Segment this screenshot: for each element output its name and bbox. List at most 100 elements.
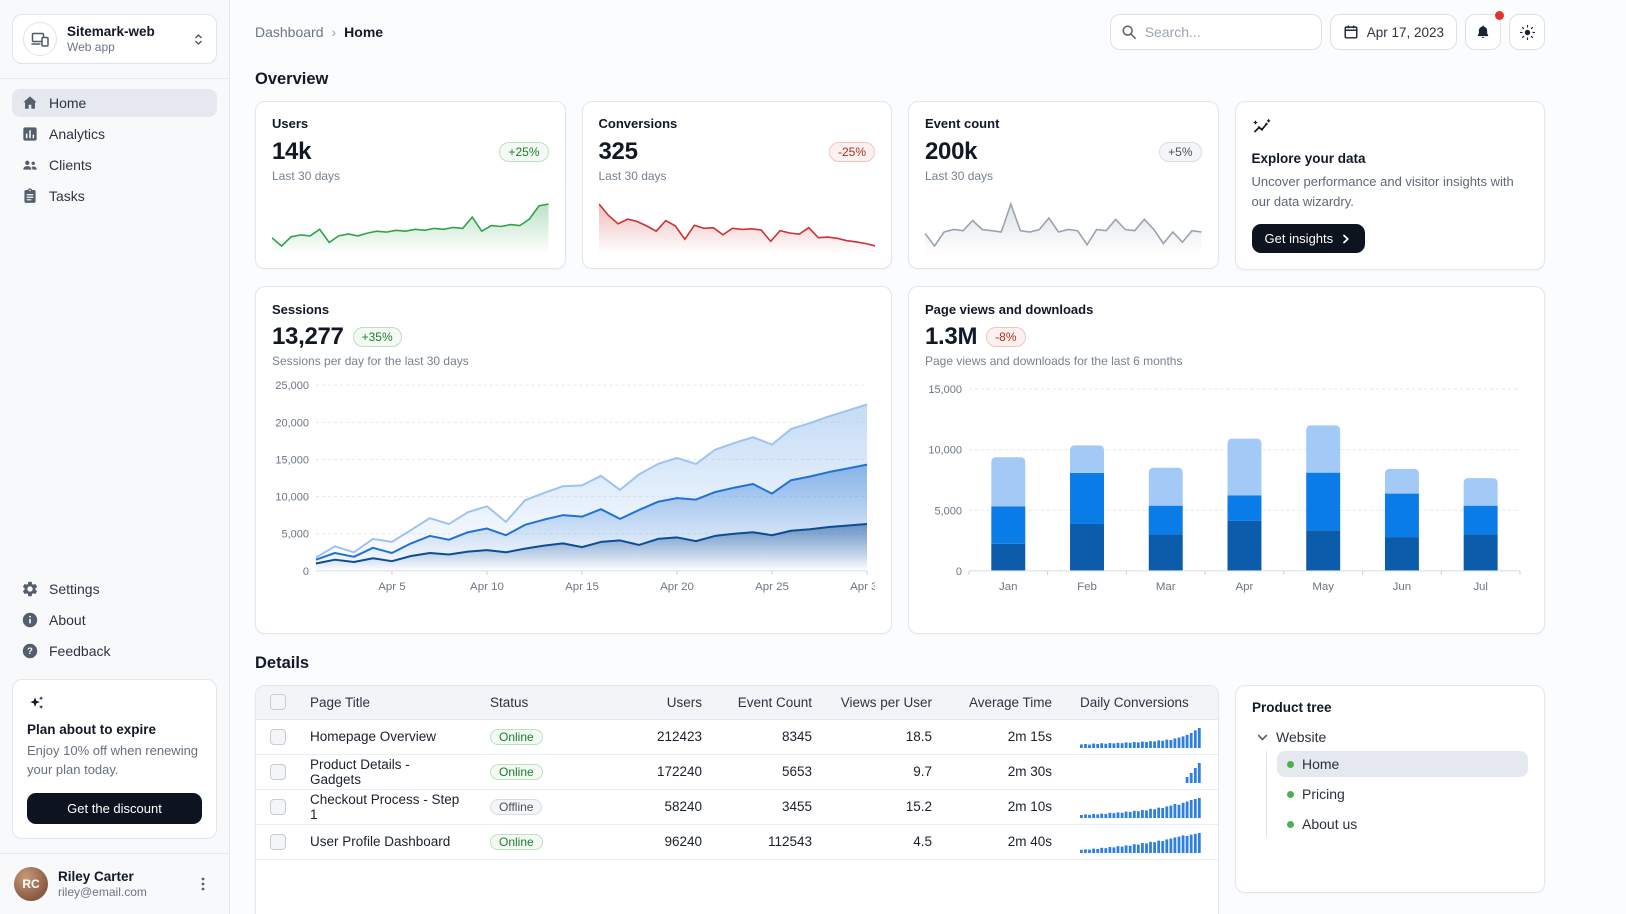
table-row[interactable]: Product Details - Gadgets Online 172240 565… <box>256 754 1218 790</box>
date-picker-button[interactable]: Apr 17, 2023 <box>1329 14 1457 50</box>
tree-item-label: Pricing <box>1302 786 1345 802</box>
column-header-status: Status <box>476 686 596 720</box>
get-insights-button[interactable]: Get insights <box>1251 224 1366 253</box>
sidebar-item-analytics[interactable]: Analytics <box>12 120 217 148</box>
cell-event-count: 8345 <box>716 719 826 755</box>
column-header-event-count: Event Count <box>716 686 826 720</box>
cell-page-title: Product Details - Gadgets <box>296 754 476 790</box>
get-discount-button[interactable]: Get the discount <box>27 793 202 824</box>
select-all-checkbox[interactable] <box>270 694 286 711</box>
stat-card-value: 325 <box>598 138 638 165</box>
avatar: RC <box>14 867 48 901</box>
sun-icon <box>1519 24 1536 41</box>
plan-card-body: Enjoy 10% off when renewing your plan to… <box>27 743 199 778</box>
sessions-card: Sessions 13,277 +35% Sessions per day fo… <box>255 286 892 634</box>
sidebar-item-settings[interactable]: Settings <box>12 575 217 603</box>
column-header-daily-conversions: Daily Conversions <box>1066 686 1218 720</box>
sidebar: Sitemark-web Web app Home Analytics Client… <box>0 0 230 914</box>
breadcrumb-dashboard[interactable]: Dashboard <box>255 24 324 40</box>
row-checkbox[interactable] <box>270 728 286 745</box>
svg-text:5,000: 5,000 <box>934 505 961 517</box>
svg-text:Jun: Jun <box>1393 581 1412 593</box>
sidebar-item-about[interactable]: About <box>12 606 217 634</box>
stat-card-grid: Users 14k +25% Last 30 days Conversions 325 -2… <box>255 101 1545 270</box>
sidebar-item-label: About <box>49 612 86 629</box>
tree-item-label: About us <box>1302 816 1358 832</box>
insights-icon <box>1252 118 1529 138</box>
column-header-views-per-user: Views per User <box>826 686 946 720</box>
table-row[interactable]: Checkout Process - Step 1 Offline 58240 345… <box>256 789 1218 825</box>
user-menu-button[interactable] <box>191 872 215 896</box>
stat-card-chip: +5% <box>1159 142 1202 162</box>
svg-text:Apr 5: Apr 5 <box>378 581 405 593</box>
details-table: Page Title Status Users Event Count Views pe… <box>256 686 1218 860</box>
row-checkbox[interactable] <box>270 798 286 815</box>
analytics-icon <box>21 125 39 143</box>
notification-badge <box>1495 11 1504 20</box>
table-row[interactable]: User Profile Dashboard Online 96240 112543 4… <box>256 824 1218 860</box>
cell-daily-conversions <box>1066 789 1218 825</box>
row-checkbox[interactable] <box>270 763 286 780</box>
svg-text:5,000: 5,000 <box>281 529 308 541</box>
pageviews-chip: -8% <box>986 327 1026 347</box>
details-table-card: Page Title Status Users Event Count Views pe… <box>255 685 1219 914</box>
svg-text:May: May <box>1312 581 1334 593</box>
stat-sparkline <box>272 198 549 254</box>
row-select-cell <box>256 789 296 825</box>
theme-toggle-button[interactable] <box>1509 14 1545 50</box>
cell-users: 58240 <box>596 789 716 825</box>
svg-text:15,000: 15,000 <box>275 454 309 466</box>
cell-status: Online <box>476 719 596 755</box>
notifications-button[interactable] <box>1465 11 1504 50</box>
sidebar-item-label: Clients <box>49 157 92 173</box>
tree-item-pricing[interactable]: Pricing <box>1277 781 1528 807</box>
cell-users: 96240 <box>596 824 716 860</box>
tree-item-home[interactable]: Home <box>1277 751 1528 777</box>
cell-page-title: Homepage Overview <box>296 719 476 755</box>
chevron-down-icon <box>1256 731 1269 744</box>
row-checkbox[interactable] <box>270 833 286 850</box>
cell-views-per-user: 4.5 <box>826 824 946 860</box>
svg-text:Feb: Feb <box>1077 581 1097 593</box>
svg-text:Apr 25: Apr 25 <box>755 581 789 593</box>
sidebar-item-home[interactable]: Home <box>12 89 217 117</box>
sidebar-item-feedback[interactable]: ? Feedback <box>12 637 217 665</box>
svg-text:25,000: 25,000 <box>275 380 309 392</box>
search-box <box>1109 14 1326 50</box>
sidebar-item-label: Feedback <box>49 643 111 660</box>
cell-status: Online <box>476 824 596 860</box>
sparkle-icon <box>27 694 202 713</box>
pageviews-bar-chart: 0 5,000 10,000 15,000 Jan Feb Mar Apr May Jun Jul <box>928 384 1521 593</box>
product-tree-card: Product tree Website Home Pricing About us <box>1235 685 1545 893</box>
stat-card-title: Event count <box>925 116 1000 131</box>
svg-text:Jul: Jul <box>1473 581 1488 593</box>
row-select-cell <box>256 754 296 790</box>
sidebar-item-tasks[interactable]: Tasks <box>12 182 217 210</box>
sessions-area-chart: 0 5,000 10,000 15,000 20,000 25,000 Apr 5 Apr 1… <box>275 380 875 593</box>
cell-status: Offline <box>476 789 596 825</box>
daily-conversions-sparkline <box>1185 762 1201 783</box>
cell-page-title: User Profile Dashboard <box>296 824 476 860</box>
explore-card-body: Uncover performance and visitor insights… <box>1251 174 1514 209</box>
cell-views-per-user: 18.5 <box>826 719 946 755</box>
row-select-cell <box>256 824 296 860</box>
cell-status: Online <box>476 754 596 790</box>
daily-conversions-sparkline <box>1080 832 1201 853</box>
svg-text:Apr: Apr <box>1236 581 1254 593</box>
tree-dot-icon <box>1287 820 1294 828</box>
cell-views-per-user: 9.7 <box>826 754 946 790</box>
user-row: RC Riley Carter riley@email.com <box>0 853 229 914</box>
table-row[interactable]: Homepage Overview Online 212423 8345 18.5 2m … <box>256 719 1218 755</box>
breadcrumb: Dashboard › Home <box>255 24 383 40</box>
details-heading: Details <box>255 654 310 672</box>
sidebar-item-clients[interactable]: Clients <box>12 151 217 179</box>
svg-text:10,000: 10,000 <box>275 492 309 504</box>
tree-item-website[interactable]: Website <box>1252 727 1528 747</box>
svg-text:Mar: Mar <box>1156 581 1176 593</box>
tree-item-about-us[interactable]: About us <box>1277 811 1528 837</box>
workspace-select[interactable]: Sitemark-web Web app <box>12 14 217 64</box>
search-input[interactable] <box>1144 24 1326 40</box>
svg-text:0: 0 <box>303 566 309 578</box>
svg-text:10,000: 10,000 <box>928 445 962 457</box>
topbar: Dashboard › Home <box>255 11 1545 50</box>
